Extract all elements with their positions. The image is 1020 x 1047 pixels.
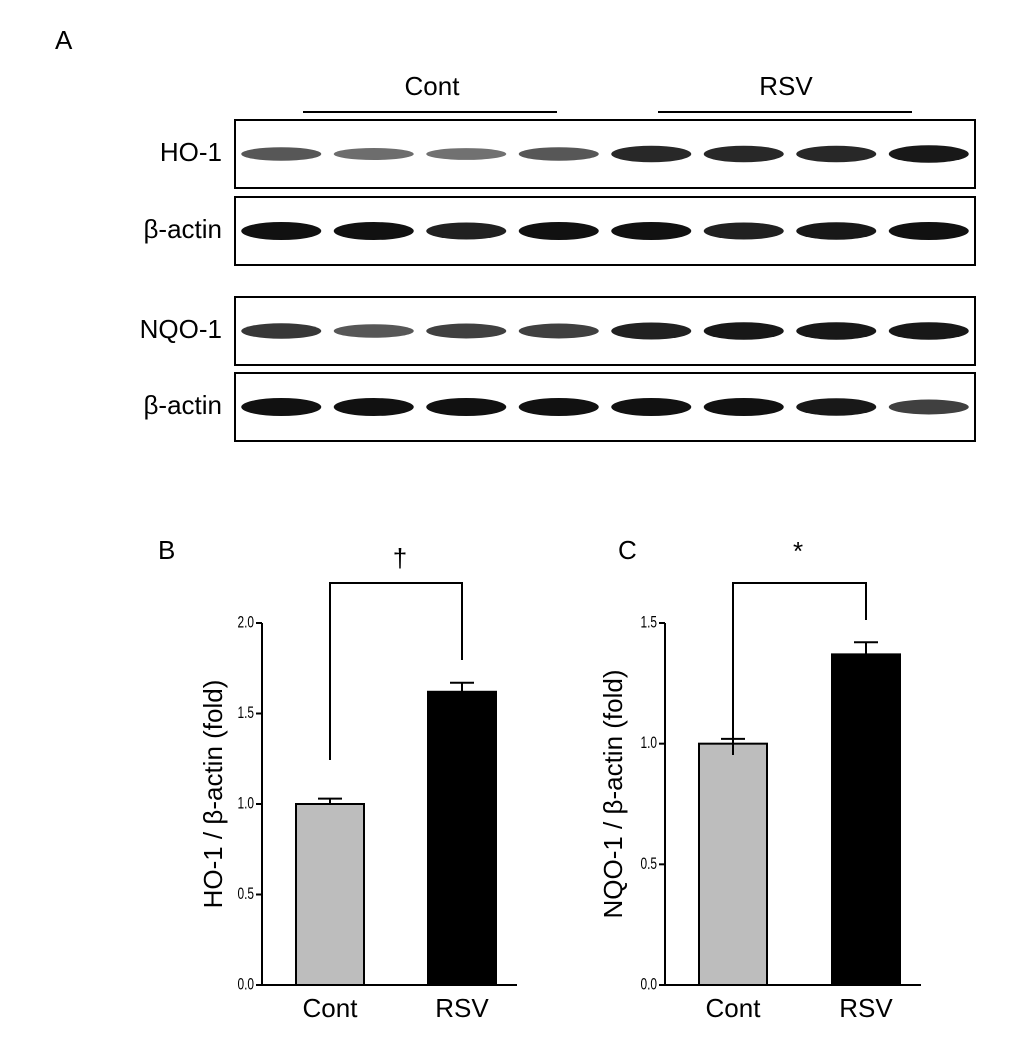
blot-band [241, 323, 322, 339]
x-tick-label: RSV [839, 993, 893, 1023]
x-tick-label: RSV [435, 993, 489, 1023]
error-bar [450, 681, 474, 692]
bar [427, 690, 497, 987]
significance-mark: † [393, 543, 407, 573]
x-tick-label: Cont [706, 993, 762, 1023]
blot-band [703, 398, 784, 416]
blot-band [796, 145, 877, 163]
y-tick-label: 1.5 [237, 704, 254, 723]
blot-band [518, 398, 599, 416]
blot-band [426, 323, 507, 339]
blot-band [241, 222, 322, 240]
panel-label: B [158, 535, 175, 565]
blot-band [241, 398, 322, 416]
bar [295, 803, 365, 986]
y-tick-label: 2.0 [237, 614, 254, 633]
y-tick-label: 1.0 [640, 734, 657, 753]
group-label: Cont [405, 71, 461, 101]
panel-label: A [55, 25, 73, 55]
blot-band [333, 324, 414, 338]
blot-band [241, 147, 322, 161]
y-tick-label: 0.5 [237, 885, 254, 904]
blot-band [426, 222, 507, 240]
blot-band [611, 145, 692, 163]
blot-band [796, 398, 877, 416]
blot-band [888, 399, 969, 415]
panel-label: C [618, 535, 637, 565]
y-tick-label: 1.0 [237, 795, 254, 814]
blot-band [703, 322, 784, 340]
y-tick-label: 0.0 [237, 976, 254, 995]
significance-bracket [329, 582, 463, 760]
blot-label: HO-1 [160, 137, 222, 167]
blot-band [796, 322, 877, 340]
blot-band [518, 323, 599, 339]
blot-label: β-actin [143, 214, 222, 244]
y-axis-label: HO-1 / β-actin (fold) [198, 680, 228, 909]
significance-mark: * [793, 536, 803, 566]
significance-bracket [732, 582, 867, 755]
blot-band [796, 222, 877, 240]
blot-band [888, 322, 969, 340]
blot-band [611, 222, 692, 240]
blot-band [518, 147, 599, 161]
x-tick-label: Cont [303, 993, 359, 1023]
y-tick-label: 0.5 [640, 855, 657, 874]
error-bar [854, 641, 878, 655]
y-tick-label: 0.0 [640, 976, 657, 995]
blot-band [426, 148, 507, 160]
blots: HO-1 β-actin NQO-1 β-actin [140, 119, 976, 442]
blot-band [333, 148, 414, 160]
blot-band [888, 145, 969, 163]
blot-band [611, 322, 692, 340]
blot-band [518, 222, 599, 240]
blot-band [888, 222, 969, 240]
blot-label: β-actin [143, 390, 222, 420]
blot-band [426, 398, 507, 416]
group-label: RSV [759, 71, 813, 101]
y-tick-label: 1.5 [640, 614, 657, 633]
blot-band [703, 222, 784, 240]
bar [698, 742, 768, 987]
blot-band [611, 398, 692, 416]
blot-band [333, 222, 414, 240]
blot-band [333, 398, 414, 416]
bar [831, 653, 901, 987]
blot-label: NQO-1 [140, 314, 222, 344]
y-axis-label: NQO-1 / β-actin (fold) [598, 669, 628, 918]
blot-band [703, 145, 784, 163]
error-bar [318, 797, 342, 804]
